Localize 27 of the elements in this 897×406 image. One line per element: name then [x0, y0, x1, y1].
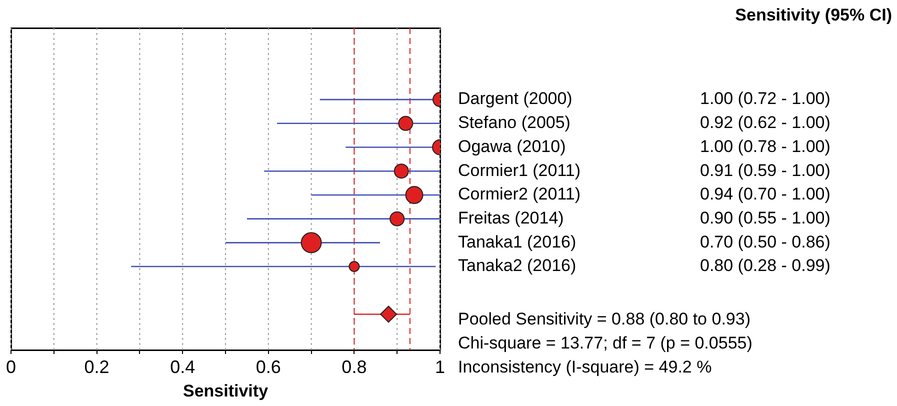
data-label: 0.91 (0.59 - 1.00) — [700, 160, 830, 180]
y-tick-label: Stefano (2005) — [458, 113, 570, 132]
legend-title: Sensitivity (95% CI) — [735, 6, 892, 25]
x-tick-label: 0.6 — [256, 356, 281, 377]
x-tick-label: 1 — [434, 356, 446, 377]
y-tick-label: Tanaka2 (2016) — [458, 256, 576, 276]
x-tick-label: 0.4 — [170, 356, 196, 377]
y-tick-label: Dargent (2000) — [458, 89, 572, 108]
x-tick-label: 0.2 — [84, 356, 110, 377]
text: Chi-square = 13.77; df = 7 (p = 0.0555) — [458, 334, 752, 353]
data-label: 1.00 (0.72 - 1.00) — [700, 89, 830, 108]
x-tick-label: 0 — [6, 356, 16, 377]
y-tick-label: Ogawa (2010) — [458, 136, 566, 156]
data-label: 1.00 (0.78 - 1.00) — [700, 136, 830, 156]
text: Inconsistency (I-square) = 49.2 % — [458, 358, 712, 377]
data-label: 0.94 (0.70 - 1.00) — [700, 184, 830, 204]
x-axis-title: Sensitivity — [182, 381, 269, 400]
data-label: 0.80 (0.28 - 0.99) — [700, 256, 830, 276]
data-label: 0.92 (0.62 - 1.00) — [700, 113, 830, 132]
x-tick-label: 0.8 — [342, 356, 367, 377]
y-tick-label: Cormier1 (2011) — [458, 160, 581, 180]
y-tick-label: Tanaka1 (2016) — [458, 232, 576, 252]
y-tick-label: Freitas (2014) — [458, 208, 564, 228]
y-tick-label: Cormier2 (2011) — [458, 184, 581, 204]
data-label: 0.90 (0.55 - 1.00) — [700, 208, 830, 228]
text: Pooled Sensitivity = 0.88 (0.80 to 0.93) — [458, 310, 750, 329]
data-label: 0.70 (0.50 - 0.86) — [700, 232, 830, 252]
